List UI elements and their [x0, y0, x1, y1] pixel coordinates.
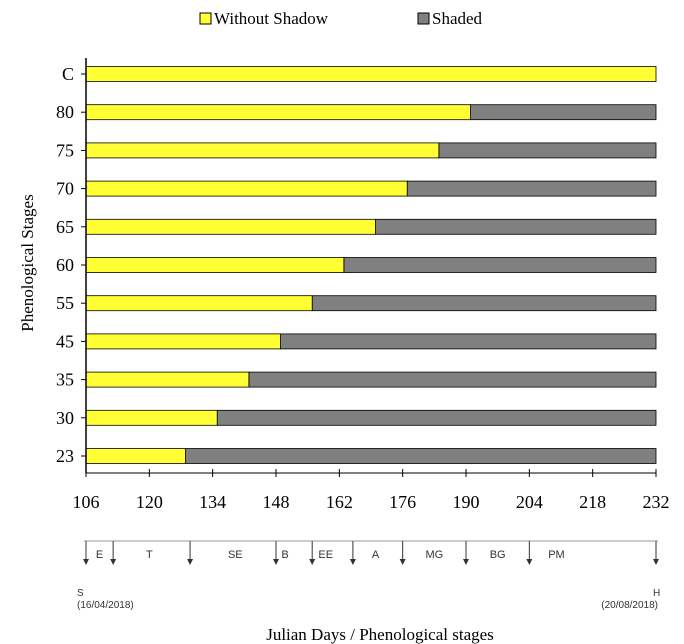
timeline-arrow-head	[653, 559, 659, 565]
legend-swatch-shaded	[417, 12, 430, 25]
y-tick-labels: C 80 75 70 65 60 55 45 35 30 23	[56, 64, 86, 466]
legend: Without Shadow Shaded	[199, 9, 483, 28]
bar-shaded-30	[216, 409, 657, 426]
bar-without-shadow-30	[85, 409, 218, 426]
timeline-stage-label-PM: PM	[548, 549, 565, 561]
timeline-start-date: (16/04/2018)	[77, 600, 134, 611]
y-tick-label-60: 60	[56, 255, 74, 275]
bar-shaded-65	[375, 218, 657, 235]
timeline-arrow-head	[187, 559, 194, 565]
timeline-end-date: (20/08/2018)	[601, 600, 658, 611]
timeline-stage-label-A: A	[372, 549, 380, 561]
timeline-stage-label-T: T	[146, 549, 153, 561]
legend-label-without-shadow: Without Shadow	[214, 9, 329, 28]
bar-without-shadow-65	[85, 218, 376, 235]
timeline-stage-label-B: B	[281, 549, 288, 561]
bar-shaded-45	[280, 333, 657, 350]
stage-timeline: E T SE B EE A MG BG PM	[83, 540, 659, 565]
timeline-stage-label-MG: MG	[425, 549, 443, 561]
legend-label-shaded: Shaded	[432, 9, 483, 28]
y-tick-label-45: 45	[56, 331, 74, 351]
bar-without-shadow-C	[85, 66, 657, 82]
bar-shaded-55	[311, 295, 657, 312]
timeline-arrow-head	[83, 559, 89, 565]
bar-shaded-70	[406, 180, 657, 197]
x-tick-label-120: 120	[136, 492, 163, 512]
y-tick-label-23: 23	[56, 446, 74, 466]
x-tick-label-218: 218	[579, 492, 606, 512]
bar-shaded-80	[470, 104, 657, 121]
x-tick-label-162: 162	[326, 492, 353, 512]
bar-shaded-75	[438, 142, 657, 159]
y-tick-label-35: 35	[56, 370, 74, 390]
timeline-arrow-head	[309, 559, 316, 565]
bar-without-shadow-35	[85, 371, 250, 388]
y-tick-label-C: C	[62, 64, 74, 84]
bar-shaded-35	[248, 371, 657, 388]
legend-swatch-without-shadow	[199, 12, 212, 25]
timeline-stage-label-EE: EE	[318, 549, 333, 561]
x-tick-label-148: 148	[263, 492, 290, 512]
x-tick-label-204: 204	[516, 492, 543, 512]
bar-without-shadow-55	[85, 295, 313, 312]
x-tick-label-190: 190	[453, 492, 480, 512]
x-tick-label-232: 232	[643, 492, 670, 512]
y-tick-label-70: 70	[56, 179, 74, 199]
x-tick-labels: 106 120 134 148 162 176 190 204 218 232	[73, 469, 670, 512]
x-tick-label-134: 134	[199, 492, 226, 512]
y-tick-label-30: 30	[56, 408, 74, 428]
bar-without-shadow-75	[85, 142, 440, 159]
bar-without-shadow-23	[85, 448, 186, 464]
timeline-arrow-head	[463, 559, 469, 565]
timeline-start-label: S	[77, 588, 84, 599]
timeline-arrow-head	[110, 559, 117, 565]
bars-group	[85, 66, 657, 464]
bar-shaded-60	[343, 257, 657, 273]
bar-without-shadow-70	[85, 180, 408, 197]
bar-without-shadow-80	[85, 104, 471, 121]
timeline-end-label: H	[653, 588, 660, 599]
timeline-stage-label-BG: BG	[490, 549, 506, 561]
timeline-arrow-head	[399, 559, 406, 565]
y-tick-label-75: 75	[56, 140, 74, 160]
timeline-arrow-head	[273, 559, 279, 565]
y-tick-label-80: 80	[56, 102, 74, 122]
timeline-arrow-head	[349, 559, 356, 565]
bar-without-shadow-60	[85, 257, 345, 273]
timeline-stage-label-SE: SE	[228, 549, 243, 561]
timeline-stage-label-E: E	[96, 549, 103, 561]
x-axis-title: Julian Days / Phenological stages	[266, 625, 494, 644]
y-tick-label-65: 65	[56, 217, 74, 237]
timeline-arrow-head	[526, 559, 533, 565]
x-tick-label-176: 176	[389, 492, 416, 512]
bar-shaded-23	[185, 448, 657, 464]
y-axis-title: Phenological Stages	[18, 194, 37, 331]
y-tick-label-55: 55	[56, 293, 74, 313]
bar-without-shadow-45	[85, 333, 281, 350]
x-tick-label-106: 106	[73, 492, 100, 512]
